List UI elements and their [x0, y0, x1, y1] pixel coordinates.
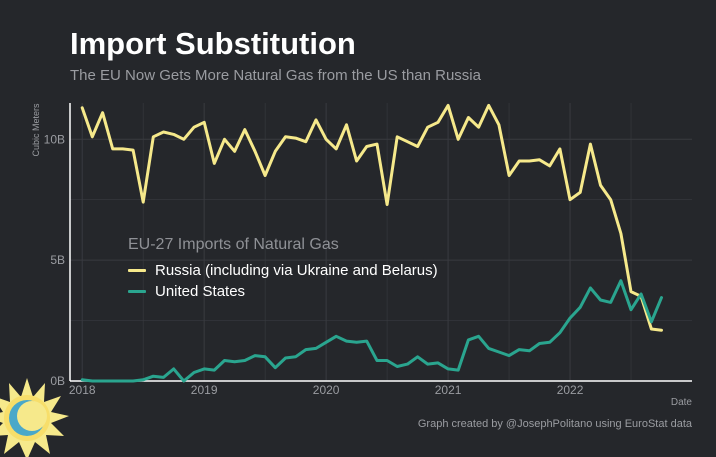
- legend-label-russia: Russia (including via Ukraine and Belaru…: [155, 262, 438, 279]
- x-tick-label: 2020: [313, 383, 340, 397]
- sun-icon: [0, 378, 69, 457]
- chart-title: Import Substitution: [70, 26, 356, 61]
- axes: [69, 103, 692, 382]
- x-tick-label: 2019: [191, 383, 218, 397]
- legend-swatch-russia: [128, 269, 146, 272]
- y-tick-label: 5B: [50, 253, 65, 267]
- x-tick-label: 2022: [557, 383, 584, 397]
- x-axis-label: Date: [670, 397, 692, 408]
- legend-label-us: United States: [155, 283, 246, 300]
- y-tick-label: 10B: [44, 132, 65, 146]
- series-lines: [80, 103, 663, 383]
- legend-item-us: United States: [128, 281, 438, 302]
- x-tick-label: 2018: [69, 383, 96, 397]
- y-tick-label: 0B: [50, 374, 65, 388]
- legend-item-russia: Russia (including via Ukraine and Belaru…: [128, 260, 438, 281]
- caption: Graph created by @JosephPolitano using E…: [417, 418, 692, 430]
- tick-labels: 0B 5B 10B 2018 2019 2020 2021 2022: [44, 132, 584, 397]
- chart-subtitle: The EU Now Gets More Natural Gas from th…: [70, 67, 481, 84]
- legend: EU-27 Imports of Natural Gas Russia (inc…: [128, 236, 438, 302]
- x-tick-label: 2021: [435, 383, 462, 397]
- series-line-russia: [80, 103, 663, 332]
- legend-title: EU-27 Imports of Natural Gas: [128, 236, 339, 253]
- series-line-us: [80, 279, 663, 383]
- legend-swatch-us: [128, 290, 146, 293]
